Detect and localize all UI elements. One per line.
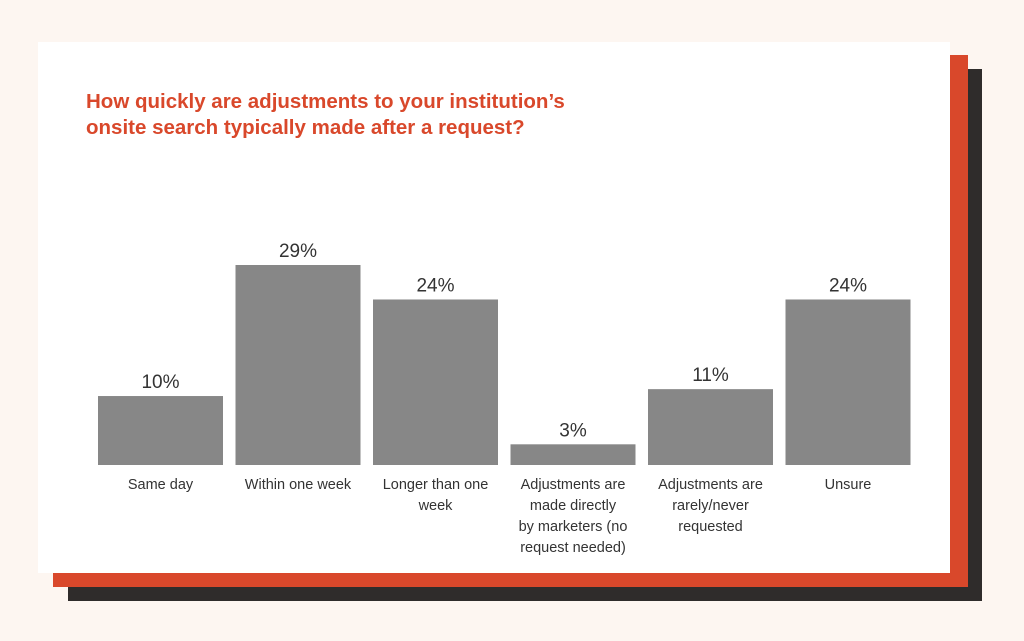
value-label-1: 10%	[141, 372, 179, 393]
bar-1	[98, 396, 223, 465]
category-label-5-line-2: rarely/never	[672, 498, 749, 514]
value-label-4: 3%	[559, 420, 587, 441]
category-label-2: Within one week	[245, 477, 352, 493]
category-label-3: Longer than one week	[383, 477, 489, 514]
category-label-2-line-1: Within one week	[245, 477, 352, 493]
category-label-5: Adjustments are rarely/never requested	[658, 477, 763, 535]
bar-2	[235, 265, 361, 465]
category-label-6: Unsure	[825, 477, 872, 493]
bar-3	[373, 299, 498, 465]
category-label-4-line-4: request needed)	[520, 540, 626, 556]
bar-4	[510, 444, 636, 465]
category-label-4: Adjustments are made directly by marketers…	[519, 477, 628, 556]
category-label-4-line-3: by marketers (no	[519, 519, 628, 535]
chart-title-line-1: How quickly are adjustments to your inst…	[86, 90, 565, 113]
value-label-2: 29%	[279, 241, 317, 262]
bar-6	[785, 299, 911, 465]
value-label-5: 11%	[692, 365, 729, 386]
chart-title: How quickly are adjustments to your inst…	[86, 89, 686, 141]
value-label-3: 24%	[416, 275, 454, 296]
category-label-4-line-1: Adjustments are	[521, 477, 626, 493]
category-label-3-line-1: Longer than one	[383, 477, 489, 493]
chart-title-line-2: onsite search typically made after a req…	[86, 116, 525, 139]
category-label-6-line-1: Unsure	[825, 477, 872, 493]
category-label-3-line-2: week	[418, 498, 454, 514]
bar-5	[648, 389, 773, 465]
category-label-5-line-1: Adjustments are	[658, 477, 763, 493]
category-label-5-line-3: requested	[678, 519, 743, 535]
category-label-1-line-1: Same day	[128, 477, 194, 493]
value-label-6: 24%	[829, 275, 867, 296]
category-label-1: Same day	[128, 477, 194, 493]
category-label-4-line-2: made directly	[530, 498, 617, 514]
